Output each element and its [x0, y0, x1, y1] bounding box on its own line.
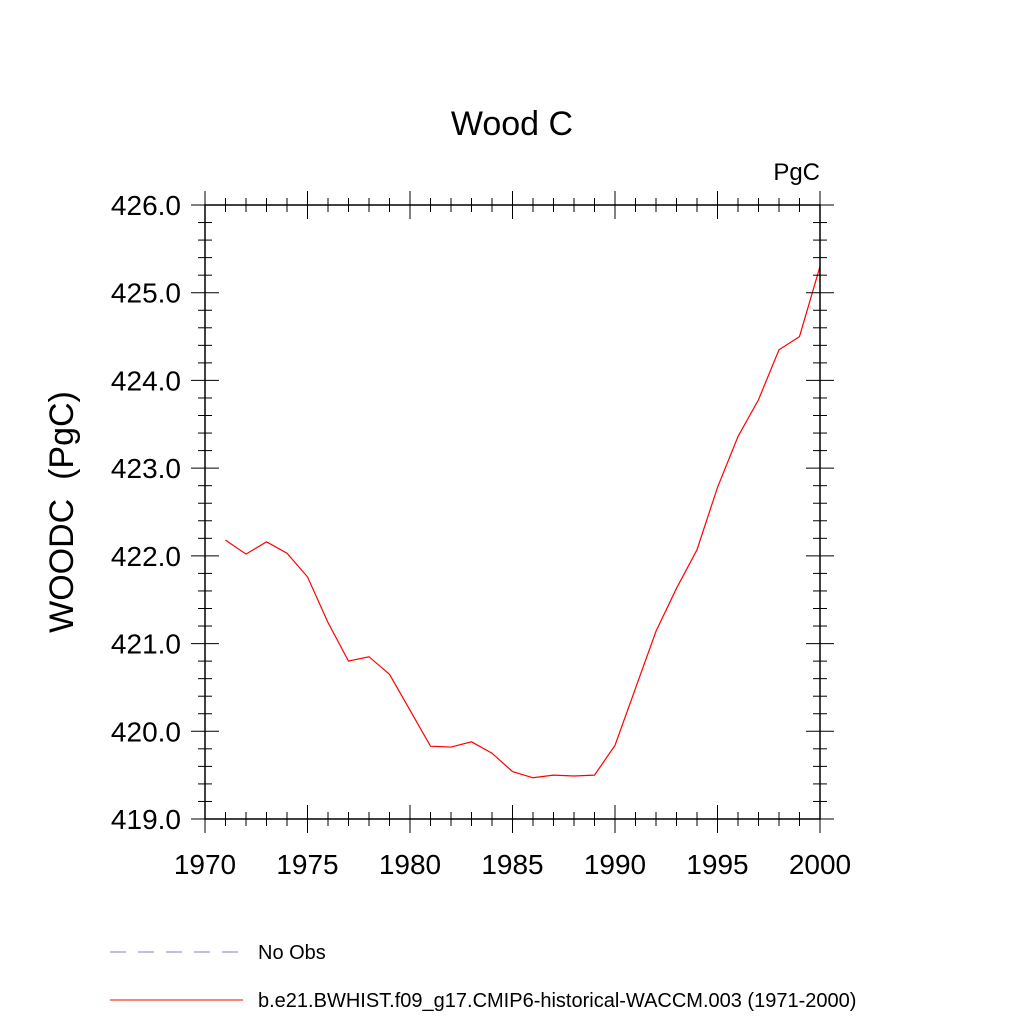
y-tick-label: 419.0	[111, 804, 181, 835]
series-line-1	[225, 266, 821, 779]
axes-layer: 1970 1975 1980 1985 1990 1995 2000 419.0 420.0 42…	[111, 190, 851, 880]
y-tick-label: 425.0	[111, 278, 181, 309]
x-tick-label: 1985	[481, 849, 543, 880]
x-tick-label: 1995	[686, 849, 748, 880]
y-axis-label: WOODC (PgC)	[43, 391, 81, 633]
y-tick-label: 420.0	[111, 716, 181, 747]
chart-title: Wood C	[451, 105, 573, 143]
y-tick-label: 424.0	[111, 365, 181, 396]
legend-label-0: No Obs	[258, 942, 326, 964]
y-tick-label: 422.0	[111, 541, 181, 572]
y-tick-label: 423.0	[111, 453, 181, 484]
x-tick-label: 1975	[276, 849, 338, 880]
units-label: PgC	[773, 159, 820, 186]
x-tick-label: 1970	[174, 849, 236, 880]
legend: No Obs b.e21.BWHIST.f09_g17.CMIP6-histori…	[110, 942, 856, 1012]
legend-label-1: b.e21.BWHIST.f09_g17.CMIP6-historical-WA…	[258, 990, 856, 1012]
x-tick-label: 1990	[584, 849, 646, 880]
x-tick-label: 2000	[789, 849, 851, 880]
series-layer	[225, 266, 821, 779]
plot-frame	[204, 204, 821, 820]
y-tick-label: 426.0	[111, 190, 181, 221]
x-tick-label: 1980	[379, 849, 441, 880]
y-tick-label: 421.0	[111, 629, 181, 660]
